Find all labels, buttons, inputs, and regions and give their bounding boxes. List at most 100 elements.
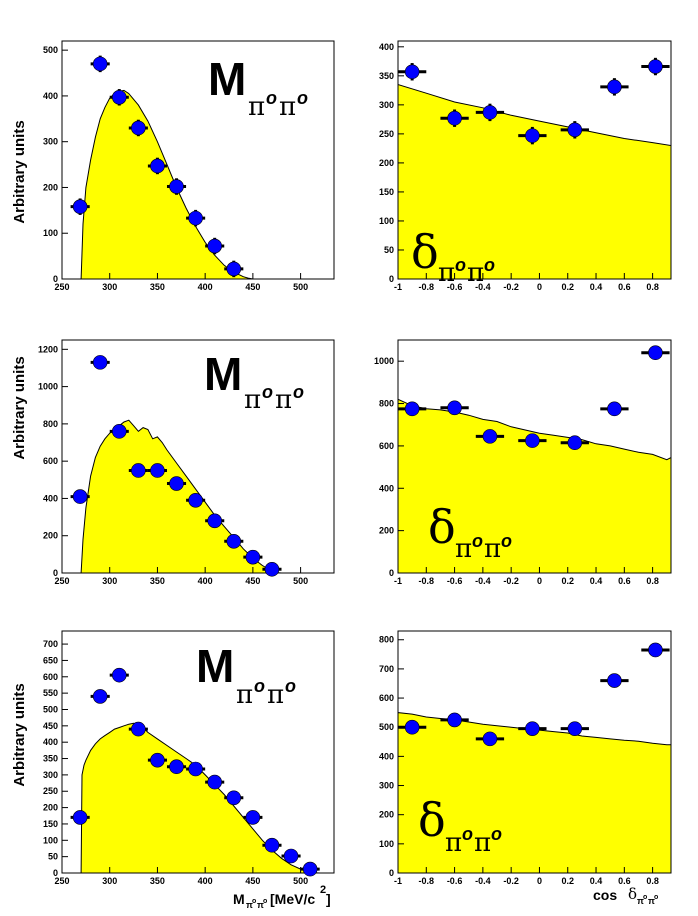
y-tick-label: 700 [43,639,58,649]
panel-mass-bottom: 250 300 350 400 450 500 0 50 100 150 200 250 300 350 4… [43,630,335,886]
panel-cos-middle: -1 -0.8 -0.6 -0.4 -0.2 0 0.2 0.4 0.6 0.8 0 200 400 60… [374,339,672,586]
data-point [207,513,223,529]
x-tick-label: 0.8 [646,282,659,292]
y-tick-label: 300 [379,781,394,791]
data-point [648,642,663,658]
y-tick-label: 600 [379,693,394,703]
data-point [447,712,462,728]
x-tick-label: 250 [54,282,69,292]
zero-superscript: o [491,824,502,844]
zero-superscript: o [293,382,304,402]
x-mass-sub-pi: π [246,900,253,910]
y-tick-label: 400 [43,493,58,503]
data-point [482,105,498,120]
data-point [207,238,223,254]
x-tick-label: 0.2 [561,576,574,586]
y-tick-label: 400 [379,751,394,761]
x-mass-close: ] [326,891,331,907]
y-tick-label: 800 [379,399,394,409]
x-tick-label: -1 [394,576,402,586]
y-tick-label: 400 [43,91,58,101]
y-tick-label: 1000 [38,382,58,392]
panel-mass-middle: 250 300 350 400 450 500 0 200 400 600 800 1000 1200 [38,339,335,586]
x-tick-label: -0.2 [503,876,519,886]
data-point [404,401,420,417]
data-point [525,128,540,143]
zero-superscript: o [472,531,483,551]
x-tick-label: 0.4 [590,876,603,886]
data-point [150,158,165,174]
data-point [226,790,242,806]
y-tick-label: 150 [379,187,394,197]
y-tick-label: 450 [43,721,58,731]
data-point [111,667,127,683]
y-tick-label: 700 [379,664,394,674]
panel-mass-top: 250 300 350 400 450 500 0 100 200 300 400 500 [43,40,335,292]
x-mass-sub-zero: o [252,898,256,905]
mass-symbol: M [204,348,242,400]
x-tick-label: 450 [245,282,260,292]
y-tick-label: 650 [43,655,58,665]
zero-superscript: o [266,88,277,108]
data-point [188,210,203,226]
x-tick-label: 0.6 [618,282,631,292]
x-tick-label: 250 [54,876,69,886]
data-point [111,424,127,439]
y-tick-label: 600 [43,456,58,466]
x-tick-label: 300 [102,876,117,886]
x-tick-label: 0 [537,576,542,586]
data-point [302,861,318,877]
y-tick-label: 200 [43,803,58,813]
data-point [567,122,583,138]
y-tick-label: 200 [379,158,394,168]
delta-annotation-top: δ π o π o [411,225,495,288]
data-point [648,59,663,74]
pi-subscript: π [236,680,253,710]
y-tick-label: 300 [43,770,58,780]
data-point [525,433,540,448]
data-point [150,463,165,478]
mass-symbol: M [196,640,234,692]
x-tick-label: -0.4 [475,282,491,292]
data-point [404,719,420,735]
x-tick-label: 0.2 [561,876,574,886]
y-tick-label: 500 [43,45,58,55]
y-axis-label-bottom: Arbitrary units [11,683,28,786]
x-tick-label: -0.2 [503,576,519,586]
x-mass-sub-pi: π [257,900,264,910]
x-cos-word: cos [593,887,617,903]
x-cos-delta: δ [628,885,637,903]
x-tick-label: 300 [102,282,117,292]
x-tick-label: 500 [293,576,308,586]
x-tick-label: 0 [537,282,542,292]
y-tick-label: 100 [43,835,58,845]
data-point [607,673,622,688]
y-tick-label: 200 [43,531,58,541]
x-tick-label: 0.8 [646,576,659,586]
distribution-fill [80,722,320,874]
x-tick-label: 0.6 [618,876,631,886]
x-mass-sub-zero: o [263,898,267,905]
zero-superscript: o [297,88,308,108]
y-tick-label: 350 [43,754,58,764]
data-point [131,120,146,136]
data-point [111,89,127,105]
x-cos-sub-pi: π [648,896,655,906]
data-point [482,429,498,444]
x-cos-sub-zero: o [654,894,658,901]
pi-subscript: π [244,385,261,415]
y-tick-label: 0 [53,274,58,284]
x-tick-label: 350 [150,876,165,886]
zero-superscript: o [285,676,296,696]
data-point [607,79,622,95]
distribution-fill [80,89,255,280]
mass-annotation-top: M π o π o [208,53,308,122]
x-tick-label: 450 [245,876,260,886]
y-tick-label: 600 [43,672,58,682]
pi-subscript: π [474,828,491,858]
y-tick-label: 300 [379,100,394,110]
y-tick-label: 150 [43,819,58,829]
y-tick-label: 100 [379,839,394,849]
y-tick-label: 0 [389,568,394,578]
data-point [447,400,462,416]
